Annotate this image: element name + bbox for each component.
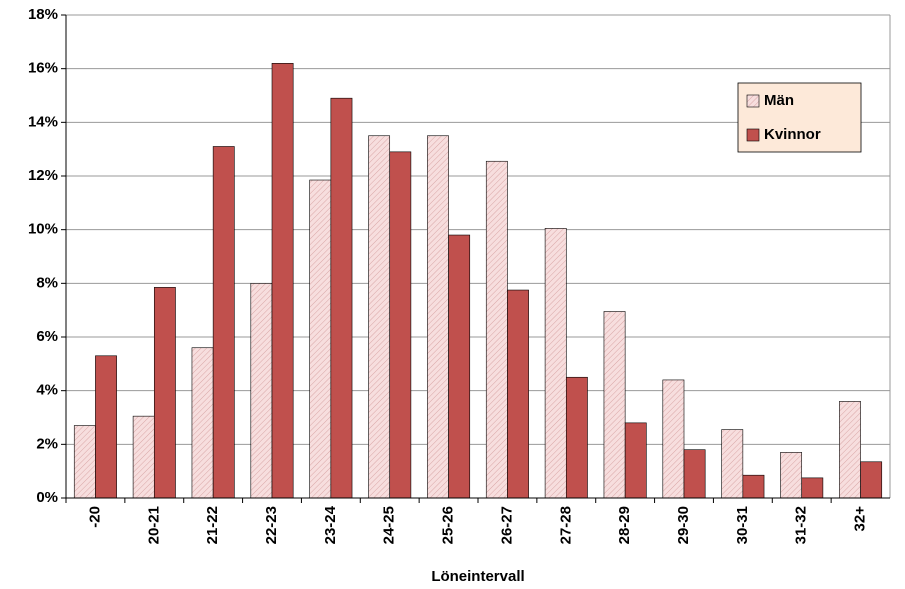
bar <box>780 452 803 499</box>
x-tick-label: 27-28 <box>557 506 574 544</box>
x-tick-label: 31-32 <box>793 506 810 544</box>
y-tick-label: 12% <box>28 167 58 184</box>
bar <box>485 160 508 499</box>
bar <box>721 429 744 499</box>
bar <box>132 415 155 499</box>
bar <box>153 287 176 499</box>
legend-swatch <box>746 128 760 142</box>
x-axis-label: Löneintervall <box>431 568 524 585</box>
bar <box>603 311 626 499</box>
bar <box>271 62 294 499</box>
y-tick-label: 10% <box>28 221 58 238</box>
bar <box>427 135 449 499</box>
bar <box>250 283 273 499</box>
bar <box>742 474 765 499</box>
bar <box>330 97 353 499</box>
bar <box>860 461 883 499</box>
bar <box>212 146 235 499</box>
y-tick-label: 2% <box>36 435 58 452</box>
x-tick-label: 22-23 <box>263 506 280 544</box>
bar <box>368 135 391 499</box>
x-tick-label: 21-22 <box>204 506 221 544</box>
bar <box>544 228 567 499</box>
bar <box>448 234 471 499</box>
bar <box>309 179 332 499</box>
legend-label: Män <box>764 92 794 109</box>
y-tick-label: 8% <box>36 274 58 291</box>
legend-swatch <box>746 94 760 108</box>
bar <box>801 477 824 499</box>
legend-label: Kvinnor <box>764 126 821 143</box>
bar <box>624 422 647 499</box>
bar <box>683 449 706 499</box>
x-tick-label: 20-21 <box>145 506 162 544</box>
bar <box>73 425 96 499</box>
bar <box>565 376 588 499</box>
x-tick-label: -20 <box>86 506 103 528</box>
bar <box>662 379 685 499</box>
bar <box>389 151 412 499</box>
x-tick-label: 24-25 <box>381 506 398 544</box>
y-tick-label: 14% <box>28 113 58 130</box>
x-tick-label: 29-30 <box>675 506 692 544</box>
bar <box>839 401 861 499</box>
y-tick-label: 18% <box>28 6 58 23</box>
x-tick-label: 30-31 <box>734 506 751 544</box>
y-tick-label: 16% <box>28 60 58 77</box>
y-tick-label: 4% <box>36 382 58 399</box>
y-tick-label: 0% <box>36 489 58 506</box>
x-tick-label: 26-27 <box>498 506 515 544</box>
x-tick-label: 23-24 <box>322 505 339 544</box>
y-tick-label: 6% <box>36 328 58 345</box>
bar <box>507 289 529 499</box>
bar <box>95 355 117 499</box>
x-tick-label: 28-29 <box>616 506 633 544</box>
bar <box>191 347 214 499</box>
x-tick-label: 32+ <box>852 506 869 532</box>
x-tick-label: 25-26 <box>440 506 457 544</box>
